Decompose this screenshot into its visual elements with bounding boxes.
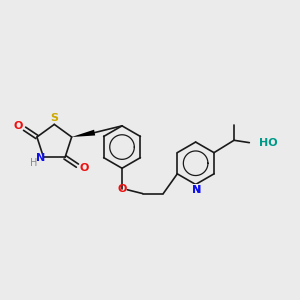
Polygon shape	[72, 130, 95, 137]
Text: N: N	[192, 185, 201, 195]
Text: H: H	[31, 158, 38, 168]
Text: HO: HO	[259, 138, 278, 148]
Text: O: O	[14, 122, 23, 131]
Text: N: N	[36, 153, 45, 163]
Text: N: N	[192, 185, 201, 195]
Text: O: O	[117, 184, 127, 194]
Text: S: S	[50, 113, 58, 123]
Text: O: O	[79, 163, 88, 173]
